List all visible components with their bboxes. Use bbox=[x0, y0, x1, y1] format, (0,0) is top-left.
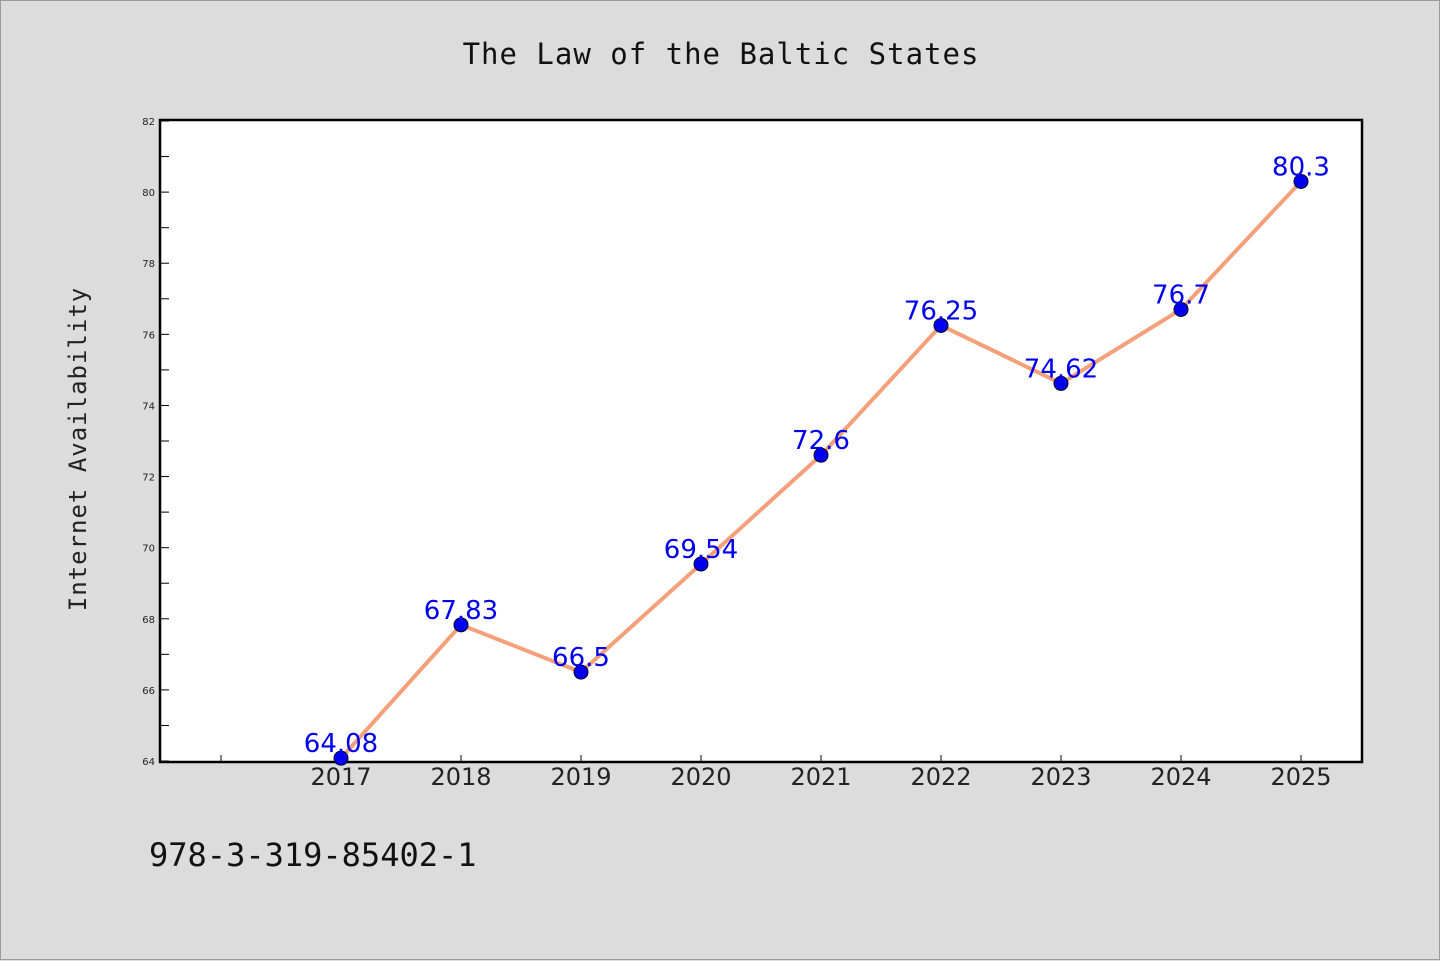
data-point bbox=[573, 664, 589, 680]
x-tick-label: 2017 bbox=[310, 763, 371, 791]
data-label: 66.5 bbox=[552, 643, 610, 673]
data-label: 64.08 bbox=[304, 729, 378, 759]
y-tick-label: 66 bbox=[142, 686, 155, 697]
x-tick-label: 2022 bbox=[910, 763, 971, 791]
y-tick-label: 82 bbox=[142, 117, 155, 128]
isbn-text: 978-3-319-85402-1 bbox=[149, 836, 477, 874]
x-tick-label: 2021 bbox=[790, 763, 851, 791]
y-tick-label: 74 bbox=[142, 401, 155, 412]
data-label: 76.25 bbox=[904, 296, 978, 326]
data-point bbox=[453, 617, 469, 633]
plot-area bbox=[158, 118, 1364, 764]
data-label: 72.6 bbox=[792, 426, 850, 456]
x-tick-label: 2020 bbox=[670, 763, 731, 791]
y-tick-label: 68 bbox=[142, 615, 155, 626]
y-tick-label: 78 bbox=[142, 259, 155, 270]
x-tick-label: 2019 bbox=[550, 763, 611, 791]
data-point bbox=[333, 750, 349, 766]
chart-title: The Law of the Baltic States bbox=[463, 37, 980, 71]
data-point bbox=[693, 556, 709, 572]
data-label: 80.3 bbox=[1272, 152, 1330, 182]
data-label: 74.62 bbox=[1024, 354, 1098, 384]
y-tick-label: 76 bbox=[142, 330, 155, 341]
marker-group bbox=[333, 173, 1309, 766]
y-tick-label: 64 bbox=[142, 757, 155, 768]
data-label: 69.54 bbox=[664, 535, 738, 565]
data-label: 67.83 bbox=[424, 596, 498, 626]
data-label-group: 64.08 67.83 66.5 69.54 72.6 76.25 74.62 76.7 80.… bbox=[304, 152, 1330, 759]
x-tick-label: 2025 bbox=[1270, 763, 1331, 791]
data-point bbox=[1053, 375, 1069, 391]
y-tick-label: 72 bbox=[142, 473, 155, 484]
data-label: 76.7 bbox=[1152, 280, 1210, 310]
x-tick-label: 2018 bbox=[430, 763, 491, 791]
y-tick-label: 70 bbox=[142, 544, 155, 555]
x-tick-label: 2024 bbox=[1150, 763, 1211, 791]
data-point bbox=[1173, 301, 1189, 317]
x-tick-label: 2023 bbox=[1030, 763, 1091, 791]
data-point bbox=[813, 447, 829, 463]
y-axis-ticks: 64 66 68 70 72 74 76 78 80 82 bbox=[142, 117, 169, 768]
x-axis-ticks: 2017 2018 2019 2020 2021 2022 2023 2024 2025 bbox=[220, 755, 1332, 791]
y-axis-label: Internet Availability bbox=[64, 287, 92, 611]
data-point bbox=[1293, 173, 1309, 189]
y-tick-label: 80 bbox=[142, 188, 155, 199]
data-point bbox=[933, 317, 949, 333]
